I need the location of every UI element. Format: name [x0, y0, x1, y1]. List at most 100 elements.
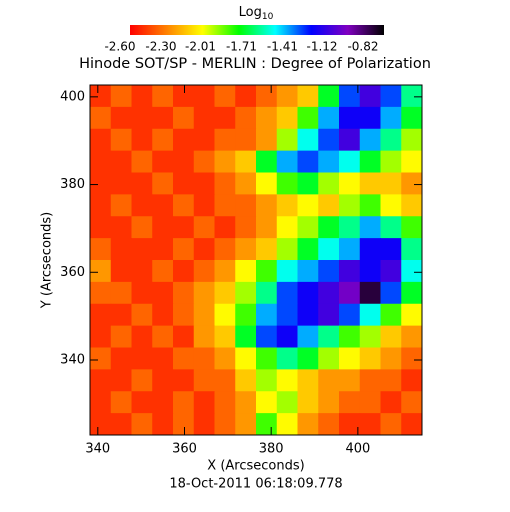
heatmap-cell	[131, 260, 153, 283]
heatmap-cell	[297, 150, 319, 173]
heatmap-cell	[318, 172, 340, 195]
heatmap-cell	[193, 369, 215, 392]
heatmap-cell	[276, 194, 298, 217]
heatmap-cell	[214, 413, 236, 436]
heatmap-cell	[339, 369, 361, 392]
heatmap-cell	[380, 172, 402, 195]
heatmap-cell	[193, 325, 215, 348]
heatmap-cell	[235, 106, 257, 130]
heatmap-cell	[235, 260, 257, 283]
heatmap-cell	[359, 281, 381, 305]
colorbar-tick-label: -2.60	[104, 40, 135, 54]
heatmap-cell	[297, 369, 319, 392]
heatmap-cell	[110, 106, 132, 130]
heatmap-cell	[152, 128, 174, 152]
heatmap-cell	[173, 369, 195, 392]
heatmap-cell	[339, 413, 361, 436]
heatmap-cell	[90, 194, 112, 217]
heatmap-cell	[339, 260, 361, 283]
heatmap-cell	[401, 194, 423, 217]
heatmap-cell	[110, 194, 132, 217]
heatmap-cell	[297, 128, 319, 152]
heatmap-cell	[235, 128, 257, 152]
heatmap-cell	[339, 172, 361, 195]
heatmap-cell	[297, 260, 319, 283]
x-tick-label: 340	[85, 442, 110, 457]
heatmap-cell	[193, 260, 215, 283]
heatmap-cell	[256, 325, 278, 348]
heatmap-cell	[152, 413, 174, 436]
heatmap-cell	[297, 281, 319, 305]
heatmap-cell	[256, 303, 278, 327]
heatmap-cell	[173, 194, 195, 217]
heatmap-cell	[110, 303, 132, 327]
heatmap-cell	[110, 347, 132, 370]
heatmap-cell	[173, 303, 195, 327]
heatmap-cell	[359, 238, 381, 261]
heatmap-cell	[401, 216, 423, 239]
heatmap-cell	[214, 150, 236, 173]
heatmap-cell	[318, 85, 340, 108]
heatmap-cell	[131, 172, 153, 195]
heatmap-cell	[110, 216, 132, 239]
heatmap-cell	[339, 238, 361, 261]
heatmap-cell	[131, 281, 153, 305]
heatmap-cell	[401, 303, 423, 327]
heatmap-cell	[235, 347, 257, 370]
heatmap-cell	[359, 325, 381, 348]
heatmap-cell	[297, 238, 319, 261]
heatmap-cell	[339, 347, 361, 370]
heatmap-cell	[318, 347, 340, 370]
heatmap-cell	[359, 128, 381, 152]
heatmap-cell	[256, 369, 278, 392]
heatmap-cell	[90, 85, 112, 108]
heatmap-cell	[380, 238, 402, 261]
heatmap-cell	[193, 150, 215, 173]
heatmap-cell	[276, 172, 298, 195]
heatmap-cell	[276, 325, 298, 348]
heatmap-cell	[318, 303, 340, 327]
heatmap-cell	[152, 303, 174, 327]
heatmap-cell	[214, 172, 236, 195]
heatmap-cell	[214, 369, 236, 392]
heatmap-cell	[110, 325, 132, 348]
colorbar-label: Log10	[239, 5, 274, 22]
heatmap-cell	[401, 106, 423, 130]
heatmap-cell	[297, 172, 319, 195]
heatmap-cell	[90, 172, 112, 195]
colorbar-tick-label: -1.71	[226, 40, 257, 54]
heatmap-cell	[318, 238, 340, 261]
heatmap-cell	[297, 413, 319, 436]
heatmap-cell	[318, 369, 340, 392]
colorbar-tick-label: -0.82	[347, 40, 378, 54]
heatmap-cell	[214, 347, 236, 370]
heatmap-cell	[131, 150, 153, 173]
heatmap-cell	[110, 260, 132, 283]
heatmap-cell	[256, 347, 278, 370]
heatmap-cell	[339, 325, 361, 348]
heatmap-cell	[256, 194, 278, 217]
heatmap-cell	[380, 150, 402, 173]
heatmap-cell	[256, 150, 278, 173]
heatmap-cell	[214, 128, 236, 152]
heatmap-cell	[193, 128, 215, 152]
x-tick-label: 400	[345, 442, 370, 457]
heatmap-cell	[380, 216, 402, 239]
heatmap-cell	[193, 303, 215, 327]
heatmap-cell	[318, 194, 340, 217]
heatmap	[90, 85, 423, 436]
heatmap-cell	[193, 281, 215, 305]
heatmap-cell	[173, 413, 195, 436]
heatmap-cell	[276, 391, 298, 414]
heatmap-cell	[152, 347, 174, 370]
heatmap-cell	[152, 238, 174, 261]
heatmap-cell	[318, 150, 340, 173]
heatmap-cell	[380, 391, 402, 414]
heatmap-cell	[256, 391, 278, 414]
heatmap-cell	[110, 172, 132, 195]
heatmap-cell	[235, 238, 257, 261]
heatmap-cell	[235, 150, 257, 173]
heatmap-cell	[401, 369, 423, 392]
heatmap-cell	[380, 303, 402, 327]
